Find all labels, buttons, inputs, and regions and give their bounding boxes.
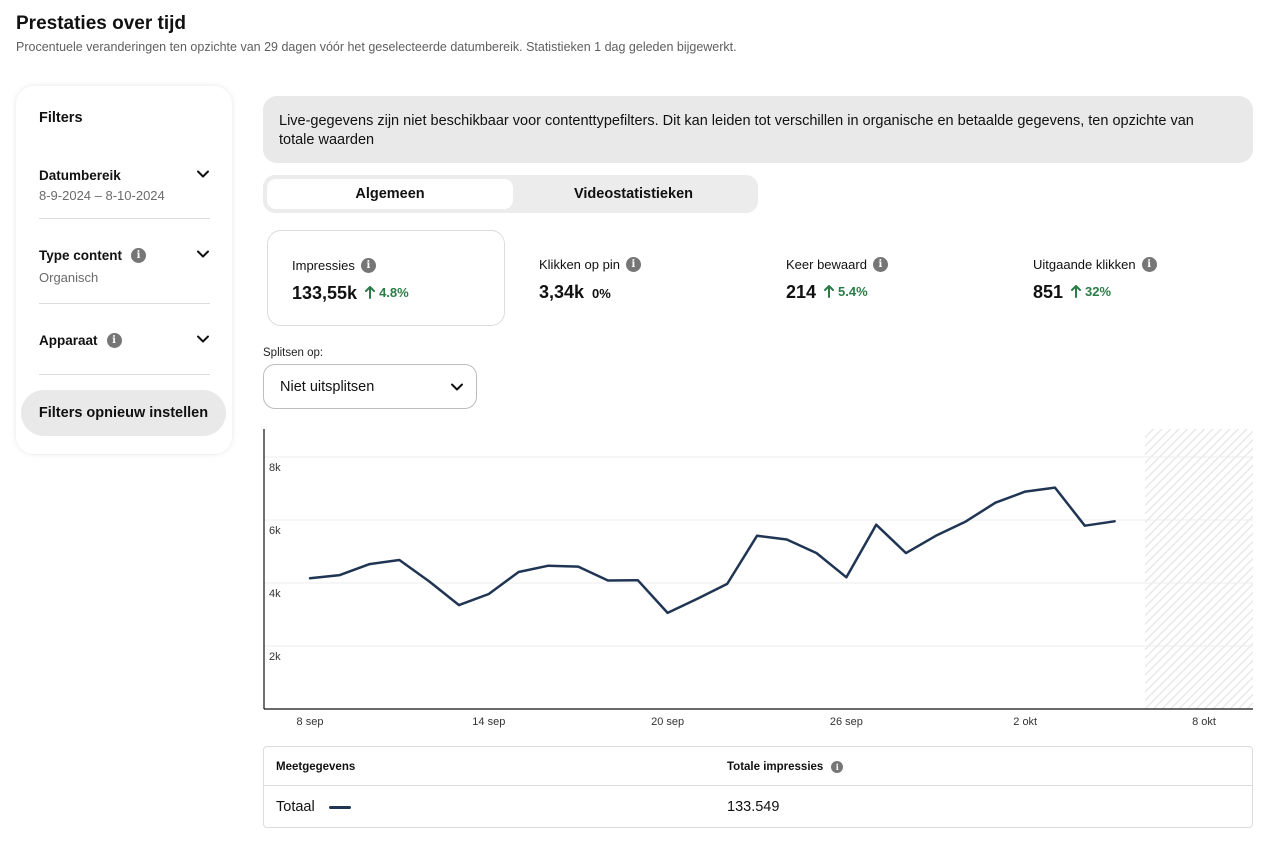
metric-impressions[interactable]: Impressies i 133,55k 4.8% — [267, 230, 505, 326]
device-label: Apparaat — [39, 332, 98, 348]
device-filter[interactable]: Apparaat i — [39, 331, 209, 349]
table-header-label: Totale impressies — [727, 761, 824, 773]
metric-label: Uitgaande klikken — [1033, 257, 1136, 272]
info-icon[interactable]: i — [872, 257, 888, 272]
x-tick-label: 20 sep — [651, 716, 684, 728]
table-header-metric: Meetgegevens — [276, 761, 356, 773]
metric-pin-clicks[interactable]: Klikken op pin i 3,34k 0% — [515, 230, 753, 326]
info-icon[interactable]: i — [1141, 257, 1157, 272]
info-icon[interactable]: i — [131, 247, 147, 263]
chevron-down-icon[interactable] — [196, 332, 210, 346]
notice-banner: Live-gegevens zijn niet beschikbaar voor… — [263, 96, 1253, 163]
x-tick-label: 14 sep — [472, 716, 505, 728]
split-select[interactable]: Niet uitsplitsen — [263, 364, 477, 409]
filters-title: Filters — [39, 110, 83, 126]
content-type-filter[interactable]: Type content i Organisch — [39, 246, 209, 285]
metric-value: 133,55k — [292, 283, 358, 303]
arrow-up-icon — [365, 286, 376, 299]
metric-label: Keer bewaard — [786, 257, 867, 272]
content-type-label: Type content — [39, 247, 123, 263]
metric-change: 4.8% — [365, 285, 409, 300]
metric-label: Impressies — [292, 258, 355, 273]
metric-value: 214 — [786, 282, 817, 302]
future-period-hatch — [1145, 429, 1253, 709]
page-subtitle: Procentuele veranderingen ten opzichte v… — [16, 40, 737, 54]
divider — [39, 374, 210, 375]
series-line-total — [308, 486, 1116, 615]
date-range-label: Datumbereik — [39, 167, 121, 183]
chevron-down-icon[interactable] — [196, 167, 210, 181]
arrow-up-icon — [824, 285, 835, 298]
info-icon[interactable]: i — [360, 258, 376, 273]
chevron-down-icon — [451, 383, 463, 391]
metric-change: 5.4% — [824, 284, 868, 299]
arrow-up-icon — [1071, 285, 1082, 298]
metric-value: 3,34k — [539, 282, 585, 302]
table-cell-metric: Totaal — [276, 799, 315, 815]
tab-video-statistics[interactable]: Videostatistieken — [573, 186, 693, 202]
x-tick-label: 8 sep — [297, 716, 324, 728]
y-tick-label: 2k — [269, 651, 281, 663]
y-tick-label: 4k — [269, 588, 281, 600]
metric-value: 851 — [1033, 282, 1064, 302]
tab-bar: Algemeen Videostatistieken — [263, 175, 758, 213]
filters-panel: Filters Datumbereik 8-9-2024 – 8-10-2024… — [16, 86, 232, 454]
metric-change-value: 32% — [1085, 284, 1112, 299]
date-range-filter[interactable]: Datumbereik 8-9-2024 – 8-10-2024 — [39, 166, 209, 203]
content-type-value: Organisch — [39, 270, 99, 285]
table-divider — [264, 785, 1252, 786]
impressions-line-chart: 2k 4k 6k 8k 8 sep 14 sep 20 sep 26 sep 2 okt 8 o… — [263, 429, 1253, 728]
metric-label: Klikken op pin — [539, 257, 620, 272]
metric-change-value: 4.8% — [379, 285, 409, 300]
divider — [39, 303, 210, 304]
metric-change-value: 0% — [592, 286, 611, 301]
y-tick-label: 6k — [269, 525, 281, 537]
split-label: Splitsen op: — [263, 347, 324, 359]
reset-filters-button[interactable]: Filters opnieuw instellen — [21, 390, 226, 436]
legend-line-swatch — [328, 805, 351, 809]
metric-saves[interactable]: Keer bewaard i 214 5.4% — [762, 230, 1000, 326]
chevron-down-icon[interactable] — [196, 247, 210, 261]
date-range-value: 8-9-2024 – 8-10-2024 — [39, 188, 165, 203]
metric-change: 32% — [1071, 284, 1111, 299]
x-tick-label: 8 okt — [1192, 716, 1216, 728]
table-cell-value: 133.549 — [727, 799, 780, 815]
tab-general[interactable]: Algemeen — [267, 179, 513, 209]
info-icon[interactable]: i — [831, 761, 844, 773]
y-tick-label: 8k — [269, 462, 281, 474]
page-title: Prestaties over tijd — [16, 13, 187, 34]
split-select-value: Niet uitsplitsen — [280, 378, 375, 395]
info-icon[interactable]: i — [106, 332, 122, 348]
table-header-total-impressions: Totale impressies i — [727, 761, 844, 773]
metric-outbound-clicks[interactable]: Uitgaande klikken i 851 32% — [1009, 230, 1247, 326]
x-tick-label: 26 sep — [830, 716, 863, 728]
metrics-table: Meetgegevens Totale impressies i Totaal … — [263, 746, 1253, 828]
metric-change-value: 5.4% — [838, 284, 868, 299]
info-icon[interactable]: i — [625, 257, 641, 272]
table-row-total: Totaal — [276, 799, 351, 815]
x-tick-label: 2 okt — [1013, 716, 1037, 728]
divider — [39, 218, 210, 219]
